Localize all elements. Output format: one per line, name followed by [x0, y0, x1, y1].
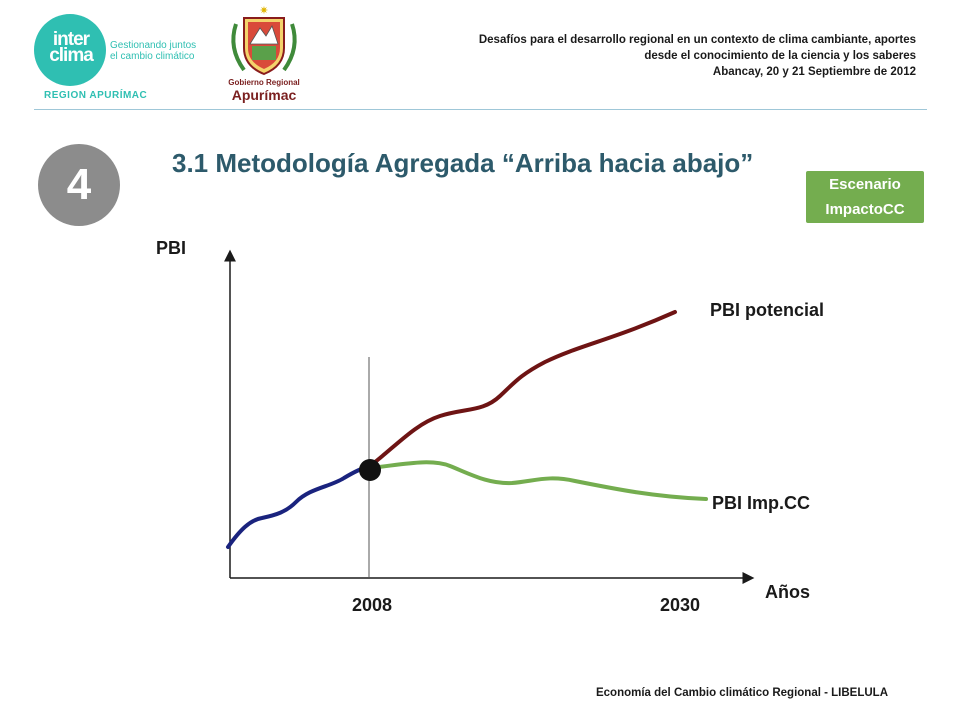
coat-of-arms-icon: ✷ [231, 5, 297, 76]
interclima-logo: inter clima Gestionando juntos el cambio… [34, 14, 196, 104]
x-tick-2030: 2030 [660, 595, 700, 615]
header-divider [34, 109, 927, 110]
conference-line-2: desde el conocimiento de la ciencia y lo… [644, 50, 916, 62]
x-tick-2008: 2008 [352, 595, 392, 615]
interclima-tagline: Gestionando juntos el cambio climático [110, 40, 197, 62]
interclima-logo-circle [34, 14, 106, 86]
series-pbi-impcc-line [368, 460, 708, 501]
scenario-badge-line2: ImpactoCC [825, 201, 905, 218]
scenario-badge-line1: Escenario [829, 176, 901, 193]
gobierno-line2: Apurímac [231, 87, 297, 103]
x-axis-label: Años [765, 582, 810, 602]
footer-text: Economía del Cambio climático Regional -… [595, 687, 888, 699]
legend-pbi-potencial: PBI potencial [710, 300, 824, 320]
interclima-logo-word: inter clima [49, 29, 94, 66]
series-pbi-potencial-line [368, 310, 677, 468]
slide-title: 3.1 Metodología Agregada “Arriba hacia a… [172, 148, 754, 178]
svg-text:✷: ✷ [259, 5, 268, 17]
scenario-badge: Escenario ImpactoCC [806, 171, 924, 223]
legend-pbi-impcc: PBI Imp.CC [712, 493, 810, 513]
y-axis-label: PBI [156, 238, 186, 258]
conference-line-3: Abancay, 20 y 21 Septiembre de 2012 [712, 66, 916, 78]
region-label: REGION APURÍMAC [44, 90, 148, 101]
conference-line-1: Desafíos para el desarrollo regional en … [478, 34, 916, 46]
branch-point-marker [359, 459, 381, 481]
gobierno-line1: Gobierno Regional [228, 78, 300, 87]
gobierno-regional-logo: ✷ Gobierno Regional Apurímac [222, 4, 306, 104]
conference-title: Desafíos para el desarrollo regional en … [356, 32, 916, 80]
step-number-badge: 4 [38, 144, 120, 226]
series-historical-line [226, 464, 372, 549]
